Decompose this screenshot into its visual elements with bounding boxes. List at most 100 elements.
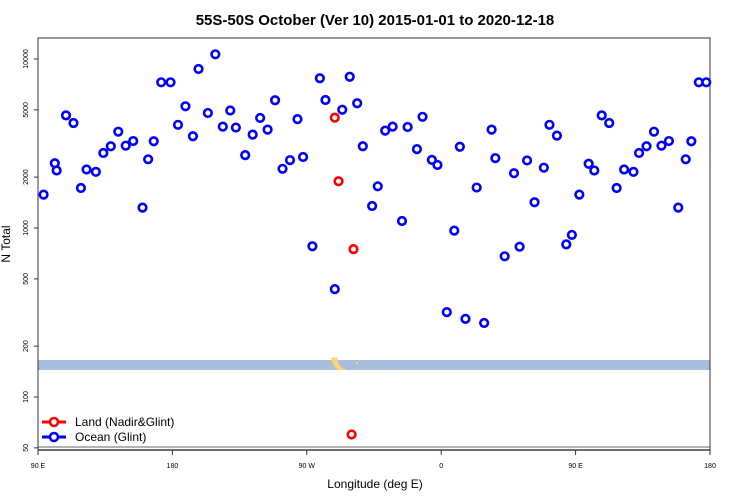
x-tick-label: 0 — [439, 463, 443, 470]
ocean-point — [611, 182, 622, 194]
ocean-point — [656, 140, 667, 151]
ocean-point — [641, 141, 652, 152]
ocean-point — [75, 182, 87, 194]
land-point — [346, 429, 357, 440]
legend-land-marker — [48, 416, 60, 428]
legend-ocean-label: Ocean (Glint) — [75, 430, 146, 444]
ocean-point — [277, 163, 288, 174]
y-tick-label: 10000 — [23, 49, 30, 69]
ocean-point — [372, 181, 383, 192]
ocean-point — [680, 154, 691, 165]
ocean-point — [137, 202, 148, 213]
ocean-point — [98, 147, 109, 159]
ocean-point — [344, 71, 355, 82]
chart-title: 55S-50S October (Ver 10) 2015-01-01 to 2… — [196, 12, 555, 29]
ocean-point — [357, 141, 368, 152]
ocean-point — [187, 131, 199, 142]
ocean-point — [255, 112, 266, 124]
ocean-point — [583, 158, 594, 169]
ocean-point — [589, 165, 600, 176]
ocean-point — [441, 306, 452, 318]
y-tick-label: 1000 — [23, 220, 30, 236]
y-axis: 50 100 200 500 1000 2000 5000 10000 — [23, 49, 38, 452]
ocean-point — [454, 141, 465, 152]
ocean-point — [38, 189, 49, 200]
ocean-point — [262, 124, 273, 135]
land-mask-marks — [331, 357, 393, 370]
ocean-point — [619, 164, 630, 175]
land-point — [348, 244, 359, 255]
ocean-point — [417, 111, 428, 122]
ocean-point — [51, 165, 62, 176]
ocean-point — [471, 182, 482, 193]
ocean-point — [673, 202, 684, 213]
ocean-point — [566, 229, 577, 241]
ocean-point — [574, 189, 585, 200]
y-tick-label: 200 — [23, 340, 30, 352]
ocean-point — [105, 141, 116, 152]
ocean-point — [180, 101, 191, 112]
x-tick-label: 90 E — [568, 463, 583, 470]
ocean-point — [596, 110, 607, 121]
ocean-point — [297, 151, 309, 163]
ocean-point — [529, 197, 540, 208]
ocean-point — [387, 121, 398, 132]
ocean-point — [225, 105, 236, 116]
ocean-point — [402, 121, 413, 133]
ocean-point — [479, 317, 490, 329]
ocean-point — [143, 154, 154, 165]
x-tick-label: 180 — [167, 463, 179, 470]
ocean-point — [60, 110, 72, 121]
data-points — [38, 49, 712, 440]
ocean-point — [320, 94, 331, 106]
legend-land-label: Land (Nadir&Glint) — [75, 415, 174, 429]
x-axis-label: Longitude (deg E) — [327, 477, 422, 491]
ocean-point — [411, 143, 423, 155]
land-point — [329, 112, 340, 123]
ocean-point — [396, 215, 408, 227]
ocean-point — [561, 239, 572, 250]
y-tick-label: 2000 — [23, 169, 30, 185]
ocean-point — [514, 241, 525, 252]
ocean-point — [460, 313, 471, 324]
y-axis-label: N Total — [0, 225, 13, 262]
ocean-point — [551, 130, 563, 141]
ocean-point — [449, 225, 460, 236]
ocean-point — [120, 140, 131, 151]
legend: Land (Nadir&Glint) Ocean (Glint) — [42, 415, 174, 444]
x-tick-label: 90 E — [31, 463, 46, 470]
ocean-point — [128, 135, 139, 147]
ocean-point — [202, 107, 213, 119]
ocean-point — [329, 283, 340, 295]
y-tick-label: 5000 — [23, 102, 30, 118]
ocean-point — [90, 166, 101, 177]
ocean-point — [508, 168, 520, 179]
ocean-point — [367, 200, 378, 212]
ocean-point — [165, 77, 176, 88]
ocean-point — [240, 149, 251, 161]
ocean-point — [292, 113, 303, 125]
x-tick-label: 180 — [704, 463, 716, 470]
land-point — [333, 176, 344, 187]
ocean-point — [210, 49, 221, 60]
plot-frame — [37, 37, 711, 451]
ocean-point — [172, 119, 184, 130]
ocean-point — [193, 63, 204, 75]
ocean-point — [156, 77, 167, 88]
ocean-point — [604, 117, 615, 129]
ocean-point — [663, 135, 675, 147]
ocean-point — [544, 119, 555, 130]
ocean-point — [486, 124, 497, 135]
ocean-point — [499, 251, 510, 262]
ocean-point — [230, 122, 241, 133]
ocean-point — [701, 77, 712, 88]
ocean-point — [628, 166, 639, 177]
ocean-point — [521, 155, 533, 166]
ocean-point — [314, 73, 325, 84]
ocean-point — [380, 125, 391, 136]
ocean-point — [648, 126, 660, 137]
ocean-point — [686, 136, 697, 147]
y-tick-label: 50 — [23, 444, 30, 452]
ocean-point — [68, 117, 79, 129]
